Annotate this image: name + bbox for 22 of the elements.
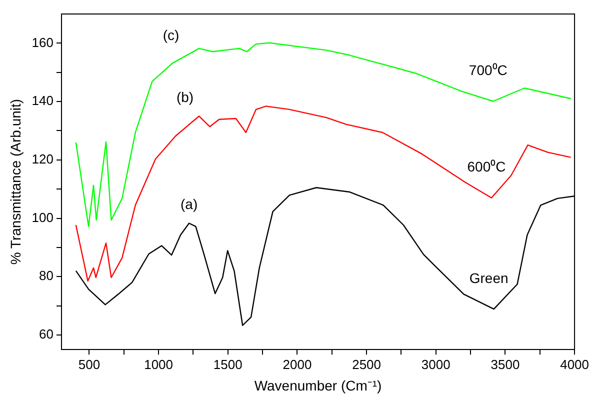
annotation: (a): [180, 196, 198, 212]
x-tick-label: 3000: [421, 356, 450, 372]
series-label: 700⁰C: [468, 62, 508, 78]
x-tick-label: 2000: [282, 356, 312, 372]
series-label: Green: [469, 270, 508, 286]
annotation: (b): [176, 89, 194, 105]
y-tick-label: 80: [39, 268, 54, 284]
series-label: 600⁰C: [467, 158, 506, 175]
y-tick-label: 140: [32, 93, 54, 108]
x-tick-label: 1000: [144, 356, 174, 372]
x-tick-label: 4000: [560, 356, 589, 372]
y-tick-label: 100: [32, 210, 54, 225]
y-axis-title: % Transmittance (Arb.unit): [7, 98, 24, 265]
x-axis-title: Wavenumber (Cm⁻¹): [254, 377, 382, 394]
y-tick-label: 60: [39, 326, 54, 342]
x-tick-label: 2500: [352, 356, 382, 372]
x-tick-label: 3500: [490, 356, 520, 372]
y-tick-label: 160: [32, 34, 54, 50]
annotation: (c): [162, 26, 180, 43]
x-tick-label: 500: [78, 356, 100, 372]
y-tick-label: 120: [32, 151, 54, 166]
x-tick-label: 1500: [213, 356, 242, 372]
